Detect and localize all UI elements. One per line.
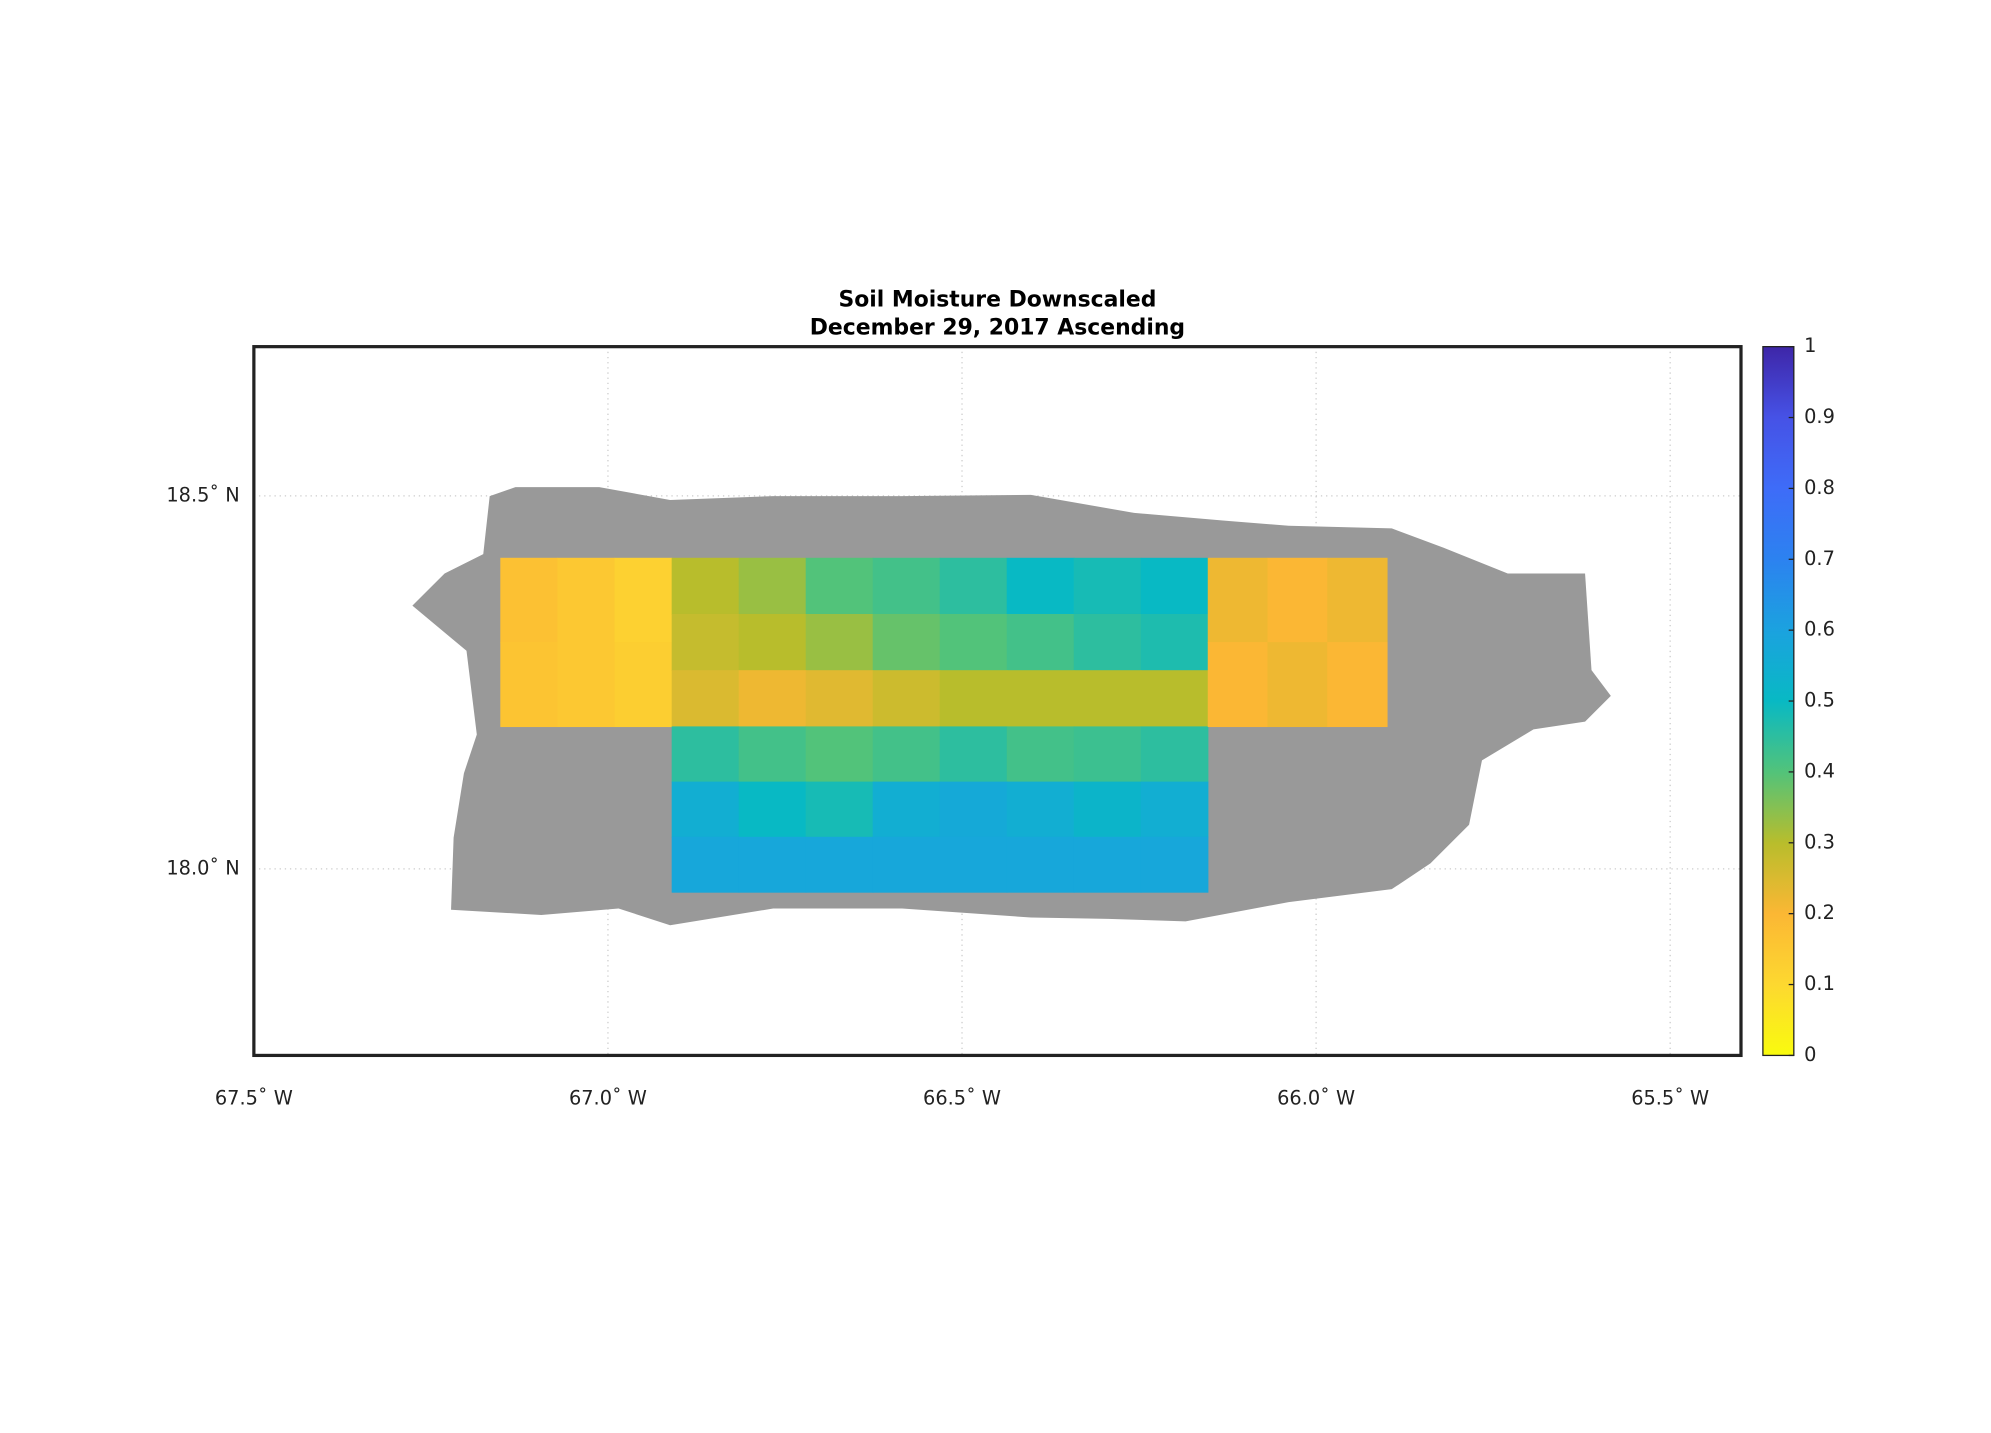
soil-moisture-cell: [1267, 642, 1328, 728]
soil-moisture-cell: [671, 836, 740, 893]
soil-moisture-cell: [805, 670, 874, 728]
soil-moisture-cell: [939, 557, 1008, 615]
soil-moisture-cell: [805, 781, 874, 838]
chart-title: Soil Moisture Downscaled: [838, 287, 1156, 312]
soil-moisture-cell: [1073, 613, 1142, 671]
colorbar-tick-label: 0.3: [1804, 830, 1835, 853]
soil-moisture-cell: [872, 670, 941, 728]
soil-moisture-cell: [1140, 557, 1209, 615]
soil-moisture-cell: [1327, 557, 1388, 643]
soil-moisture-cell: [500, 557, 559, 643]
soil-moisture-cell: [671, 781, 740, 838]
plot-frame: [252, 345, 1743, 1058]
soil-moisture-cell: [939, 726, 1008, 783]
colorbar-tick-label: 0.5: [1804, 689, 1835, 712]
soil-moisture-cell: [1140, 613, 1209, 671]
colorbar-tick-label: 0: [1804, 1043, 1816, 1066]
soil-moisture-cell: [805, 613, 874, 671]
x-tick-label: 66.5˚ W: [923, 1087, 1001, 1110]
soil-moisture-cell: [614, 557, 673, 643]
soil-moisture-cell: [738, 781, 807, 838]
soil-moisture-cell: [1207, 557, 1269, 643]
soil-moisture-cell: [939, 670, 1008, 728]
soil-moisture-cell: [872, 781, 941, 838]
soil-moisture-cell: [738, 557, 807, 615]
y-tick-label: 18.5˚ N: [166, 483, 239, 506]
soil-moisture-cell: [1267, 557, 1328, 643]
soil-moisture-cell: [557, 557, 616, 643]
soil-moisture-cell: [1006, 781, 1075, 838]
soil-moisture-cell: [872, 613, 941, 671]
soil-moisture-cell: [500, 642, 559, 728]
soil-moisture-cell: [872, 557, 941, 615]
soil-moisture-cell: [671, 613, 740, 671]
soil-moisture-cell: [614, 642, 673, 728]
soil-moisture-cell: [1140, 781, 1209, 838]
soil-moisture-cell: [872, 726, 941, 783]
soil-moisture-cell: [1073, 670, 1142, 728]
soil-moisture-cell: [557, 642, 616, 728]
soil-moisture-cell: [805, 726, 874, 783]
colorbar-tick-label: 0.4: [1804, 759, 1835, 782]
soil-moisture-cell: [1073, 836, 1142, 893]
colorbar-tick-label: 0.8: [1804, 476, 1835, 499]
soil-moisture-cell: [939, 781, 1008, 838]
soil-moisture-cell: [1006, 557, 1075, 615]
x-tick-label: 66.0˚ W: [1277, 1087, 1355, 1110]
soil-moisture-cell: [872, 836, 941, 893]
soil-moisture-cell: [671, 670, 740, 728]
soil-moisture-cell: [738, 836, 807, 893]
colorbar-tick-label: 1: [1804, 334, 1816, 357]
soil-moisture-cell: [805, 836, 874, 893]
soil-moisture-cell: [1140, 726, 1209, 783]
soil-moisture-cell: [1327, 642, 1388, 728]
soil-moisture-cell: [738, 726, 807, 783]
x-tick-label: 67.0˚ W: [569, 1087, 647, 1110]
chart-subtitle: December 29, 2017 Ascending: [810, 316, 1185, 341]
soil-moisture-cell: [1073, 781, 1142, 838]
soil-moisture-cell: [1073, 726, 1142, 783]
colorbar-tick-label: 0.9: [1804, 405, 1835, 428]
colorbar-tick-label: 0.7: [1804, 547, 1835, 570]
soil-moisture-cell: [1006, 670, 1075, 728]
soil-moisture-cell: [1207, 642, 1269, 728]
colorbar-tick-label: 0.1: [1804, 972, 1835, 995]
soil-moisture-cell: [1140, 836, 1209, 893]
colorbar-tick-label: 0.2: [1804, 901, 1835, 924]
soil-moisture-cell: [738, 670, 807, 728]
soil-moisture-cell: [1006, 836, 1075, 893]
soil-moisture-cell: [939, 613, 1008, 671]
soil-moisture-cell: [1006, 613, 1075, 671]
soil-moisture-cell: [671, 557, 740, 615]
soil-moisture-cell: [738, 613, 807, 671]
colorbar-tick-label: 0.6: [1804, 618, 1835, 641]
soil-moisture-cell: [1073, 557, 1142, 615]
soil-moisture-cell: [805, 557, 874, 615]
y-tick-label: 18.0˚ N: [166, 856, 239, 879]
soil-moisture-cell: [671, 726, 740, 783]
soil-moisture-cell: [939, 836, 1008, 893]
soil-moisture-cell: [1006, 726, 1075, 783]
x-tick-label: 67.5˚ W: [215, 1087, 293, 1110]
x-tick-label: 65.5˚ W: [1631, 1087, 1709, 1110]
soil-moisture-cell: [1140, 670, 1209, 728]
